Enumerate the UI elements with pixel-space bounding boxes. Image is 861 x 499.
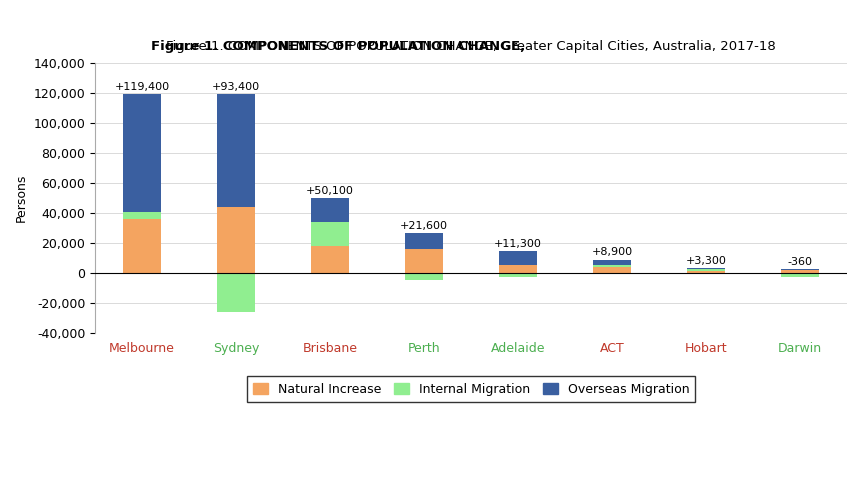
Text: +3,300: +3,300 bbox=[684, 255, 726, 265]
Bar bbox=[405, 273, 443, 280]
Bar bbox=[780, 270, 818, 273]
Bar bbox=[592, 267, 630, 273]
Text: Figure 1. COMPONENTS OF POPULATION CHANGE, Greater Capital Cities, Australia, 20: Figure 1. COMPONENTS OF POPULATION CHANG… bbox=[166, 39, 775, 52]
Bar bbox=[123, 94, 161, 212]
Text: Figure 1. COMPONENTS OF POPULATION CHANGE, Greater Capital Cities, Australia, 20: Figure 1. COMPONENTS OF POPULATION CHANG… bbox=[0, 498, 1, 499]
Bar bbox=[405, 233, 443, 249]
Text: +21,600: +21,600 bbox=[400, 221, 448, 231]
Bar bbox=[499, 273, 536, 277]
Bar bbox=[123, 212, 161, 219]
Bar bbox=[311, 198, 349, 222]
Bar bbox=[499, 251, 536, 265]
Bar bbox=[686, 271, 724, 273]
Bar bbox=[686, 268, 724, 269]
Bar bbox=[311, 246, 349, 273]
Text: Figure 1. COMPONENTS OF POPULATION CHANGE,: Figure 1. COMPONENTS OF POPULATION CHANG… bbox=[152, 39, 525, 52]
Bar bbox=[592, 259, 630, 265]
Bar bbox=[686, 269, 724, 271]
Text: +50,100: +50,100 bbox=[306, 186, 354, 196]
Text: -360: -360 bbox=[787, 256, 812, 266]
Bar bbox=[123, 219, 161, 273]
Bar bbox=[592, 265, 630, 267]
Text: +119,400: +119,400 bbox=[115, 82, 170, 92]
Text: +11,300: +11,300 bbox=[493, 239, 542, 249]
Bar bbox=[499, 265, 536, 273]
Bar bbox=[217, 207, 255, 273]
Text: +8,900: +8,900 bbox=[591, 248, 632, 257]
Bar bbox=[780, 269, 818, 270]
Bar bbox=[405, 249, 443, 273]
Y-axis label: Persons: Persons bbox=[15, 174, 28, 222]
Text: +93,400: +93,400 bbox=[212, 82, 260, 92]
Bar bbox=[217, 273, 255, 312]
Bar bbox=[311, 222, 349, 246]
Legend: Natural Increase, Internal Migration, Overseas Migration: Natural Increase, Internal Migration, Ov… bbox=[246, 376, 695, 402]
Bar bbox=[780, 273, 818, 277]
Bar bbox=[217, 94, 255, 207]
